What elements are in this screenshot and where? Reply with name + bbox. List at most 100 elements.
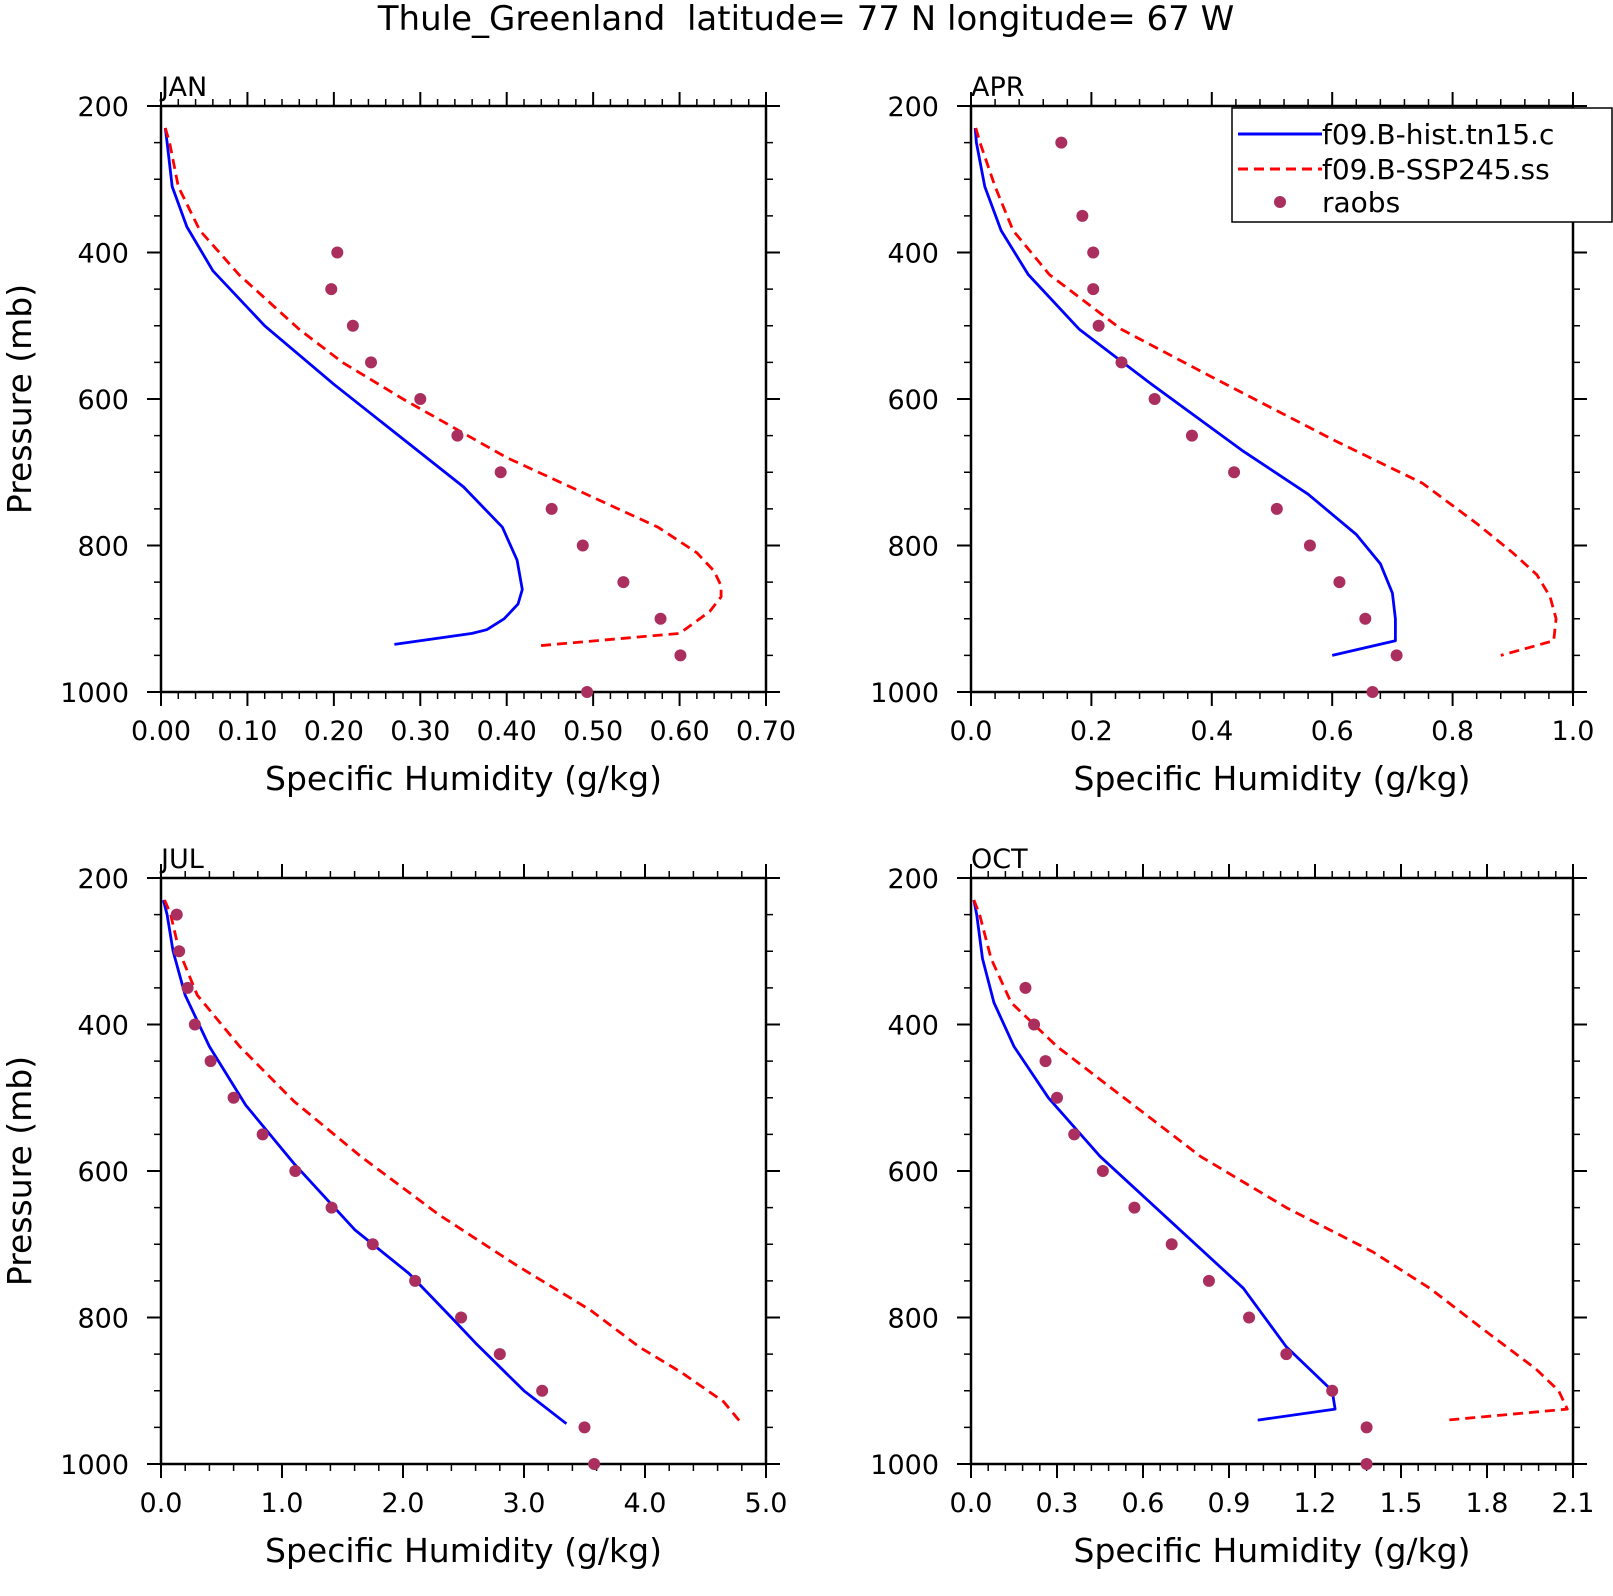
x-axis-label-apr: Specific Humidity (g/kg) [1074,759,1471,798]
series-line-hist-apr [973,127,1397,657]
raobs-point [325,283,338,296]
raobs-point [1148,393,1161,405]
x-tick-label: 0.40 [477,716,537,747]
raobs-point [588,1458,601,1470]
raobs-point [1028,1018,1041,1031]
x-axis-label-jan: Specific Humidity (g/kg) [265,759,662,798]
x-tick-label: 2.1 [1552,1488,1595,1519]
raobs-point [581,686,594,698]
x-tick-label: 0.30 [390,716,450,747]
raobs-point [1039,1055,1052,1068]
panel-apr: APR 0.0 0.2 0.4 0.6 0.8 1.0 200 400 600 800 1000 Spe… [870,72,1594,798]
legend-box [1231,107,1613,223]
series-line-ssp245-oct [972,899,1569,1422]
raobs-point [536,1384,549,1397]
raobs-point [1228,466,1241,479]
x-tick-label: 0.4 [1190,716,1233,747]
x-tick-label: 2.0 [382,1488,425,1519]
raobs-point [1051,1091,1063,1104]
legend: f09.B-hist.tn15.c f09.B-SSP245.ss raobs [1231,107,1613,223]
raobs-point [451,429,464,442]
x-tick-label: 0.60 [650,716,710,747]
raobs-point [1333,576,1346,589]
raobs-point [654,612,667,625]
y-tick-label: 800 [77,1304,129,1335]
panel-label-jan: JAN [159,72,207,103]
x-tick-label: 0.0 [140,1488,183,1519]
series-line-hist-jul [162,899,568,1425]
y-tick-label: 200 [887,92,939,123]
panel-label-apr: APR [971,72,1025,103]
y-tick-label: 200 [887,864,939,895]
raobs-point [204,1055,217,1068]
raobs-point [1390,649,1403,662]
raobs-point [414,393,427,405]
raobs-point [617,576,630,589]
x-tick-label: 1.5 [1380,1488,1423,1519]
raobs-point [181,981,194,994]
legend-label-hist: f09.B-hist.tn15.c [1322,118,1554,151]
raobs-point [1092,319,1105,332]
x-tick-label: 4.0 [624,1488,667,1519]
raobs-point [576,539,589,552]
x-tick-label: 0.6 [1311,716,1354,747]
raobs-point [409,1274,422,1287]
y-axis-label-jul: Pressure (mb) [0,1056,39,1286]
raobs-point [545,502,558,515]
raobs-point [366,1238,379,1251]
raobs-point [1096,1165,1109,1177]
x-axis-label-oct: Specific Humidity (g/kg) [1074,1531,1471,1570]
x-tick-label: 0.3 [1036,1488,1079,1519]
x-tick-label: 0.9 [1208,1488,1251,1519]
x-tick-label: 1.2 [1294,1488,1337,1519]
raobs-point [493,1348,506,1361]
raobs-point [1115,356,1128,369]
series-line-ssp245-jan [163,127,723,648]
raobs-point [494,466,507,479]
series-line-ssp245-apr [974,127,1558,657]
y-tick-label: 800 [77,532,129,563]
x-tick-label: 0.00 [131,716,191,747]
raobs-point [674,649,687,662]
raobs-point [173,945,186,958]
x-tick-label: 0.20 [304,716,364,747]
legend-label-ssp245: f09.B-SSP245.ss [1322,153,1550,186]
y-tick-label: 200 [77,92,129,123]
y-tick-label: 600 [887,385,939,416]
series-line-hist-oct [972,899,1337,1422]
y-tick-label: 1000 [870,678,939,709]
raobs-point [1280,1348,1293,1361]
raobs-point [1019,981,1032,994]
y-tick-label: 800 [887,1304,939,1335]
raobs-point [227,1091,240,1104]
y-tick-label: 400 [887,1011,939,1042]
raobs-point [256,1128,269,1141]
raobs-point [1202,1274,1215,1287]
panel-label-oct: OCT [971,844,1028,875]
raobs-point [578,1421,591,1434]
raobs-point [325,1201,338,1214]
raobs-point [331,246,344,259]
raobs-point [170,908,183,921]
raobs-point [1087,283,1100,296]
raobs-point [289,1165,302,1177]
raobs-point [1165,1238,1178,1251]
series-line-ssp245-jul [163,899,743,1425]
panel-oct: OCT 0.0 0.3 0.6 0.9 1.2 1.5 1.8 2.1 200 400 600 800 1… [870,844,1594,1570]
raobs-point [1359,612,1372,625]
raobs-point [1360,1458,1373,1470]
x-tick-label: 0.50 [563,716,623,747]
plot-frame-oct [969,876,1575,1466]
plot-frame-jan [159,104,768,694]
series-line-hist-jan [163,127,524,646]
panel-jul: JUL 0.0 1.0 2.0 3.0 4.0 5.0 200 400 600 800 1000 Spe… [0,844,787,1570]
figure-title: Thule_Greenland latitude= 77 N longitude… [377,0,1234,39]
x-tick-label: 0.2 [1070,716,1113,747]
y-tick-label: 400 [887,239,939,270]
raobs-point [1326,1384,1339,1397]
panels-group: JAN 0.00 0.10 0.20 0.30 0.40 0.50 0.60 0.70 200 40… [0,72,1594,1570]
legend-label-raobs: raobs [1322,186,1400,219]
raobs-point [1076,209,1089,222]
y-tick-label: 400 [77,239,129,270]
